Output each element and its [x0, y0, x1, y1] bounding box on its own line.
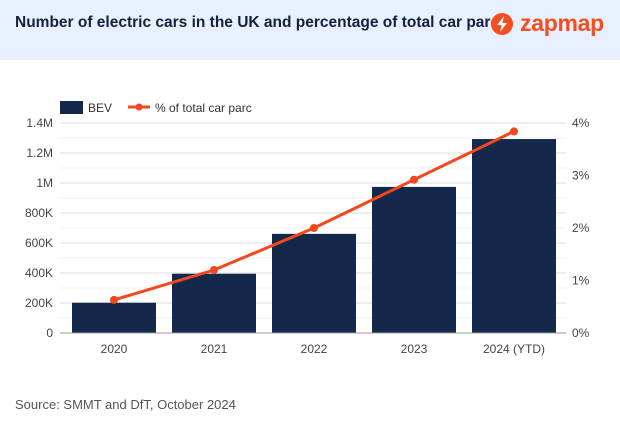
point-pct-2020	[110, 295, 118, 304]
x-tick-label: 2020	[101, 342, 128, 356]
x-tick-label: 2023	[401, 342, 428, 356]
legend: BEV % of total car parc	[60, 101, 252, 115]
y-left-tick-label: 400K	[25, 266, 53, 280]
y-left-tick-label: 800K	[25, 206, 53, 220]
chart-title: Number of electric cars in the UK and pe…	[15, 14, 500, 31]
source-note: Source: SMMT and DfT, October 2024	[15, 397, 236, 412]
y-right-tick-label: 4%	[572, 116, 590, 130]
bar-bev-2023	[372, 186, 456, 333]
brand-name: zapmap	[520, 10, 604, 36]
y-right-tick-label: 1%	[572, 274, 590, 288]
x-tick-label: 2021	[201, 342, 228, 356]
zapmap-logo[interactable]: zapmap	[490, 10, 604, 37]
point-pct-2021	[210, 266, 218, 274]
y-right-tick-label: 2%	[572, 221, 590, 235]
y-left-tick-label: 600K	[25, 236, 53, 250]
y-left-tick-label: 1M	[36, 176, 53, 190]
lightning-logo-icon	[491, 12, 513, 35]
legend-line-label: % of total car parc	[155, 101, 252, 115]
legend-bev-swatch	[60, 101, 83, 114]
y-left-tick-label: 200K	[25, 296, 53, 310]
bar-bev-2022	[272, 233, 356, 333]
bar-bev-2024 (YTD)	[472, 139, 556, 333]
legend-line-marker	[135, 103, 143, 111]
y-left-tick-label: 0	[46, 326, 53, 340]
y-left-tick-label: 1.4M	[26, 116, 53, 130]
header: Number of electric cars in the UK and pe…	[0, 0, 620, 60]
y-right-tick-label: 3%	[572, 169, 590, 183]
point-pct-2022	[310, 224, 318, 232]
legend-bev-label: BEV	[88, 101, 112, 115]
y-right-tick-label: 0%	[572, 326, 590, 340]
x-tick-label: 2024 (YTD)	[483, 342, 545, 356]
bar-bev-2020	[72, 302, 156, 333]
x-tick-label: 2022	[301, 342, 328, 356]
point-pct-2024 (YTD)	[510, 127, 518, 136]
y-left-tick-label: 1.2M	[26, 146, 53, 160]
bar-bev-2021	[172, 273, 256, 333]
point-pct-2023	[410, 175, 418, 184]
